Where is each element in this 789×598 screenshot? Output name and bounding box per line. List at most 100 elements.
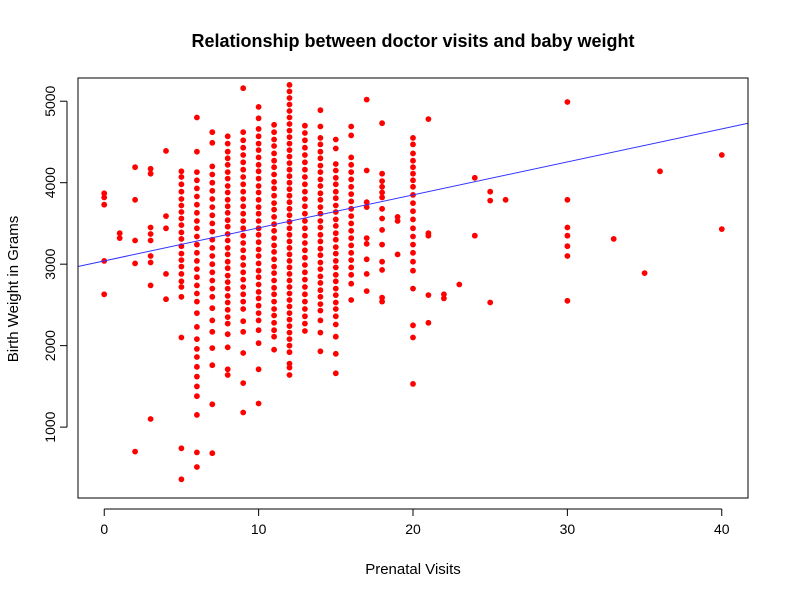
data-point (286, 310, 293, 316)
data-point (317, 190, 324, 197)
data-point (132, 196, 139, 203)
data-point (271, 319, 277, 326)
data-point (194, 354, 200, 360)
data-point (487, 188, 494, 195)
data-point (209, 401, 216, 408)
data-point (178, 188, 185, 195)
data-point (209, 139, 216, 146)
data-point (332, 299, 339, 306)
data-point (255, 366, 262, 373)
data-point (286, 186, 293, 193)
y-tick-label: 2000 (42, 330, 58, 361)
data-point (255, 189, 262, 196)
data-point (302, 166, 308, 173)
data-point (302, 313, 308, 320)
data-point (348, 183, 355, 190)
data-point (271, 171, 277, 178)
data-point (410, 183, 416, 190)
data-point (224, 366, 231, 373)
data-point (163, 225, 169, 232)
x-tick-label: 40 (714, 521, 730, 537)
data-point (209, 196, 216, 202)
data-point (718, 152, 725, 158)
data-point (286, 160, 293, 167)
data-point (147, 170, 154, 177)
data-point (317, 183, 324, 189)
data-point (271, 312, 277, 319)
y-tick-label: 3000 (42, 248, 58, 279)
data-point (194, 336, 200, 342)
data-point (101, 201, 108, 208)
data-point (178, 229, 185, 236)
data-point (348, 213, 355, 220)
data-point (224, 217, 231, 224)
data-point (271, 143, 277, 149)
data-point (564, 253, 571, 259)
data-point (255, 253, 262, 259)
data-point (240, 247, 247, 254)
data-point (116, 235, 123, 242)
data-point (194, 282, 200, 289)
data-point (302, 152, 308, 158)
data-point (271, 249, 277, 255)
data-point (271, 136, 277, 143)
data-point (271, 270, 277, 276)
data-point (302, 218, 308, 224)
data-point (332, 161, 339, 167)
data-point (471, 232, 478, 239)
data-point (302, 254, 308, 261)
data-point (410, 381, 416, 387)
data-point (379, 227, 385, 233)
data-point (209, 269, 216, 276)
data-point (178, 209, 185, 215)
data-point (209, 129, 216, 136)
data-point (348, 154, 355, 161)
data-point (348, 242, 355, 249)
data-point (332, 350, 339, 357)
data-point (317, 148, 324, 155)
data-point (209, 305, 216, 312)
data-point (286, 88, 293, 95)
data-point (116, 230, 123, 237)
data-point (286, 108, 293, 114)
data-point (240, 284, 247, 290)
data-point (286, 114, 293, 121)
data-point (286, 290, 293, 297)
data-point (410, 216, 416, 223)
data-point (240, 254, 247, 261)
data-point (332, 292, 339, 298)
data-point (255, 183, 262, 189)
data-point (194, 225, 200, 232)
data-point (224, 175, 231, 182)
data-point (194, 298, 200, 305)
data-point (471, 174, 478, 181)
data-point (101, 194, 108, 201)
data-point (255, 260, 262, 267)
data-point (255, 400, 262, 407)
data-point (240, 174, 247, 180)
data-point (178, 174, 185, 180)
data-point (286, 372, 293, 378)
data-point (348, 297, 355, 303)
data-point (286, 101, 293, 108)
data-point (332, 271, 339, 278)
data-point (302, 137, 308, 144)
data-point (224, 169, 231, 176)
data-point (302, 298, 308, 305)
data-point (332, 174, 339, 181)
data-point (194, 464, 200, 470)
data-point (224, 306, 231, 313)
data-point (255, 125, 262, 132)
data-point (178, 263, 185, 270)
data-point (286, 251, 293, 258)
data-point (271, 164, 277, 171)
data-point (302, 276, 308, 283)
data-point (641, 270, 648, 276)
data-point (240, 225, 247, 232)
data-point (286, 192, 293, 199)
data-point (363, 96, 370, 103)
data-point (348, 271, 355, 278)
plot-frame (77, 77, 749, 499)
data-point (271, 206, 277, 213)
